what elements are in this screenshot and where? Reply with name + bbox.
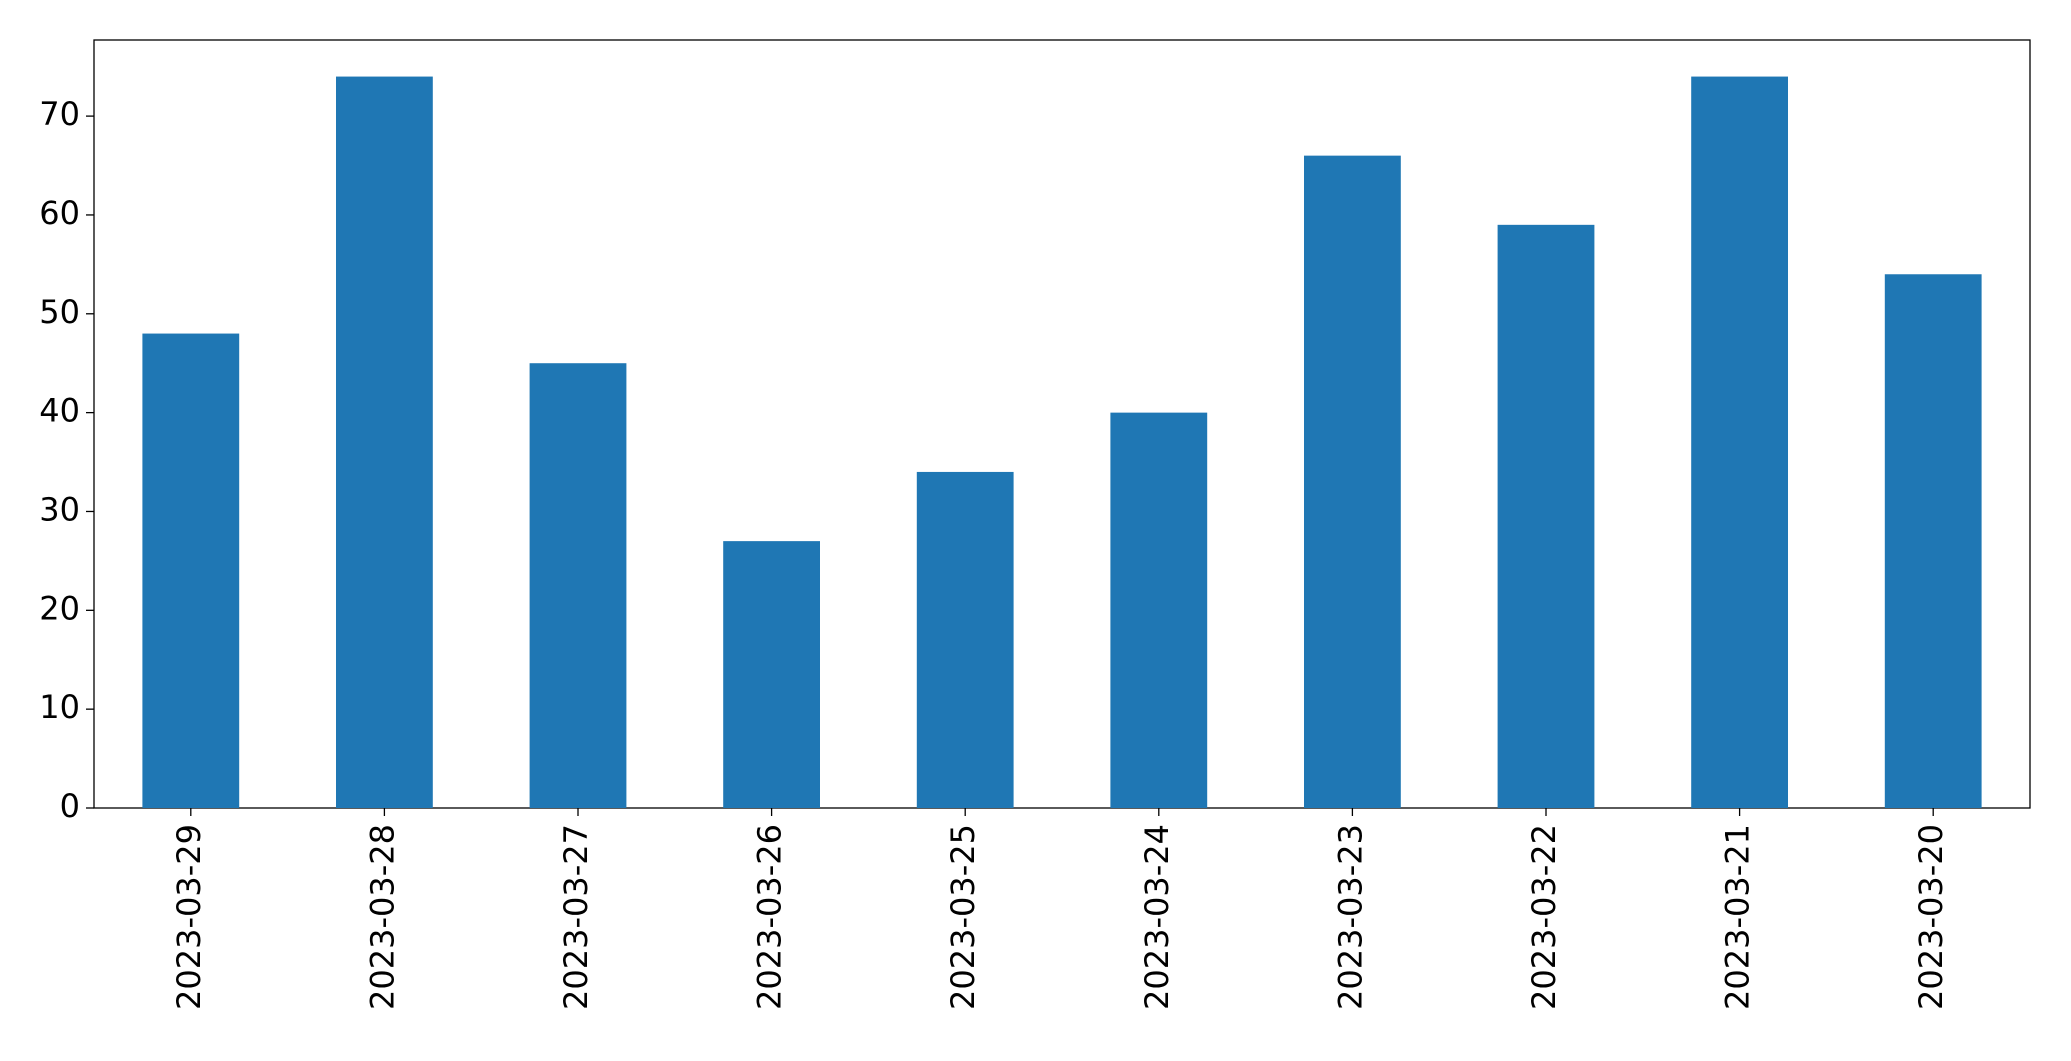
y-tick-label: 70 — [39, 95, 80, 133]
bar — [1884, 274, 1982, 808]
y-tick-label: 50 — [39, 293, 80, 331]
x-tick-label: 2023-03-29 — [170, 824, 208, 1010]
x-tick-label: 2023-03-21 — [1719, 824, 1757, 1010]
x-tick-label: 2023-03-28 — [363, 824, 401, 1010]
y-tick-label: 20 — [39, 589, 80, 627]
y-tick-label: 30 — [39, 490, 80, 528]
bar — [142, 333, 240, 808]
x-tick-label: 2023-03-25 — [944, 824, 982, 1010]
x-tick-label: 2023-03-26 — [751, 824, 789, 1010]
x-tick-label: 2023-03-22 — [1525, 824, 1563, 1010]
bar — [1110, 412, 1208, 808]
bar — [723, 541, 820, 808]
plot-frame — [93, 39, 2031, 809]
bar — [336, 76, 433, 809]
x-tick-label: 2023-03-27 — [557, 824, 595, 1010]
bar — [1691, 76, 1788, 809]
bar — [1497, 224, 1595, 808]
x-tick-label: 2023-03-23 — [1331, 824, 1369, 1010]
bar — [529, 363, 627, 808]
y-tick-label: 0 — [60, 787, 80, 825]
y-tick-label: 40 — [39, 392, 80, 430]
bar — [916, 471, 1014, 808]
x-tick-label: 2023-03-24 — [1138, 824, 1176, 1010]
y-tick-label: 10 — [39, 688, 80, 726]
bar — [1304, 155, 1401, 809]
x-tick-label: 2023-03-20 — [1912, 824, 1950, 1010]
y-tick-label: 60 — [39, 194, 80, 232]
